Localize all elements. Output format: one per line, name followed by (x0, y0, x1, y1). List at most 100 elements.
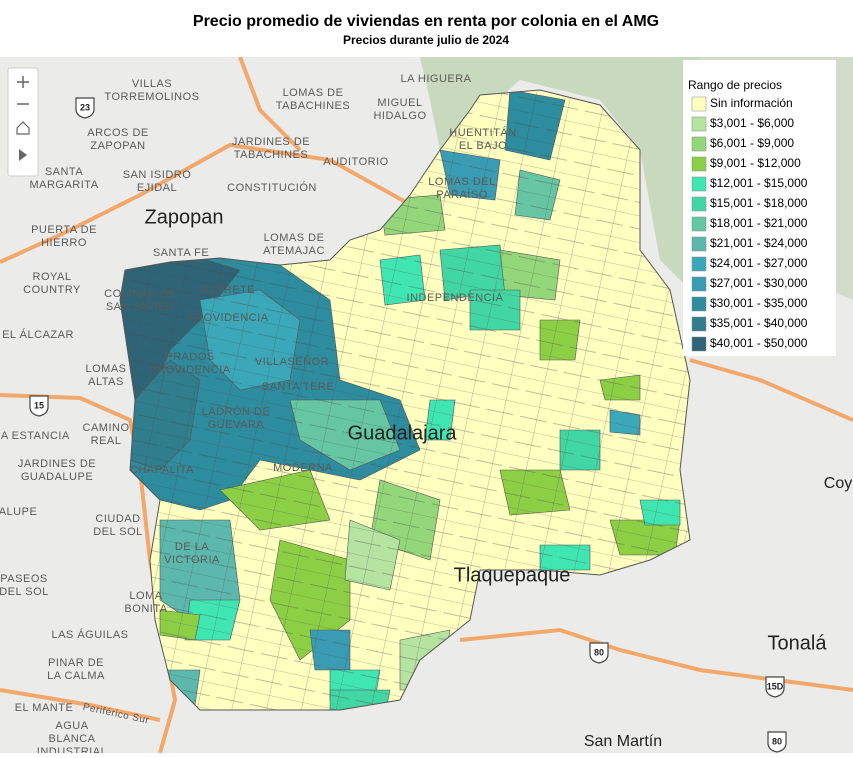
expand-button[interactable] (19, 149, 27, 161)
place-label: CONSTITUCIÓN (227, 181, 317, 194)
home-button[interactable] (16, 121, 30, 135)
city-label: Tlaquepaque (454, 564, 571, 586)
road-shield (767, 731, 787, 753)
legend-swatch (691, 316, 707, 332)
legend-box (683, 60, 836, 356)
place-label: LA HIGUERA (400, 73, 471, 85)
city-label: Tonalá (768, 632, 828, 654)
place-label: INDUSTRIAL (37, 746, 107, 753)
place-label: DE LA (175, 541, 209, 553)
place-label: PROVIDENCIA (149, 364, 230, 376)
place-label: VILLASEÑOR (255, 355, 329, 368)
place-label: MARGARITA (29, 179, 98, 191)
place-label: LOMAS DEL (428, 176, 495, 188)
road-shield (29, 395, 49, 417)
legend-swatch (691, 196, 707, 212)
place-label: EL BAJO (459, 140, 507, 152)
road-shield (589, 642, 609, 664)
place-label: GUADALUPE (21, 471, 93, 483)
legend-swatch (691, 336, 707, 352)
place-label: REAL (91, 435, 122, 447)
legend-swatch (691, 156, 707, 172)
roads (0, 57, 853, 753)
legend-label: $24,001 - $27,000 (710, 256, 808, 270)
place-label: SANTA TERE (262, 381, 334, 393)
legend-swatch (691, 256, 707, 272)
legend-swatch (691, 236, 707, 252)
place-label: HUENTITÁN (449, 126, 516, 139)
place-label: ALUPE (0, 506, 37, 518)
legend-label: $3,001 - $6,000 (710, 116, 794, 130)
zoom-controls[interactable] (7, 67, 39, 177)
place-label: CAMINO (83, 422, 130, 434)
place-label: HIDALGO (373, 110, 426, 122)
place-label: SANTA FE (153, 247, 209, 259)
place-label: DEL SOL (93, 526, 143, 538)
place-label: ZAPOPAN (90, 140, 145, 152)
place-label: MODERNA (273, 462, 333, 474)
place-label: ROYAL (33, 271, 72, 283)
place-label: LOMAS DE (283, 87, 344, 99)
place-label: VILLAS (132, 78, 172, 90)
legend-swatch (691, 176, 707, 192)
legend-label: $15,001 - $18,000 (710, 196, 808, 210)
place-label: BONITA (124, 603, 167, 615)
legend-label: $35,001 - $40,000 (710, 316, 808, 330)
zoom-in[interactable] (17, 76, 29, 88)
place-label: PARAÍSO (436, 188, 488, 201)
subtitle: Precios durante julio de 2024 (343, 33, 509, 47)
place-label: PUERTA DE (31, 224, 97, 236)
place-label: TABACHINES (234, 149, 308, 161)
place-label: ALTAS (88, 376, 124, 388)
legend-label: $27,001 - $30,000 (710, 276, 808, 290)
place-label: CHAPALITA (130, 464, 194, 476)
place-label: PASEOS (0, 573, 47, 585)
place-label: LOMAS DE (264, 232, 325, 244)
legend-swatch (691, 136, 707, 152)
place-label: TABACHINES (276, 100, 350, 112)
legend-title: Rango de precios (688, 78, 782, 92)
legend-swatch (691, 96, 707, 112)
place-label: TORREMOLINOS (104, 91, 199, 103)
place-label: LA ESTANCIA (0, 430, 70, 442)
place-label: INDEPENDENCIA (407, 292, 504, 304)
city-label: Coy (824, 475, 852, 492)
place-label: COLINAS DE (104, 288, 176, 300)
city-label: San Martín (584, 733, 662, 750)
road-number: 15D (767, 681, 784, 691)
city-label: Zapopan (145, 206, 224, 228)
place-label: VICTORIA (164, 554, 220, 566)
road-shield (765, 676, 785, 698)
place-label: LOMA (129, 590, 162, 602)
place-label: GUEVARA (208, 419, 265, 431)
place-label: SANTA (45, 166, 84, 178)
place-label: MIGUEL (377, 97, 422, 109)
place-label: JARDINES DE (18, 458, 96, 470)
place-label: AGUA (55, 720, 88, 732)
place-label: PROVIDENCIA (187, 312, 268, 324)
road-number: 80 (772, 736, 782, 746)
place-label: ARCOS DE (87, 127, 148, 139)
legend-label: $40,001 - $50,000 (710, 336, 808, 350)
legend-label: $21,001 - $24,000 (710, 236, 808, 250)
place-label: LAS ÁGUILAS (51, 628, 128, 641)
city-label: Guadalajara (348, 422, 458, 444)
colonia-borders (119, 89, 691, 711)
road-shield (75, 97, 95, 119)
legend-label: $12,001 - $15,000 (710, 176, 808, 190)
place-label: JARDINES DE (232, 136, 310, 148)
place-label: PRADOS (165, 351, 214, 363)
legend-label: $30,001 - $35,000 (710, 296, 808, 310)
place-label: EL ÁLCAZAR (2, 328, 74, 341)
legend-label: $6,001 - $9,000 (710, 136, 794, 150)
place-label: HIERRO (41, 237, 87, 249)
road-number: 80 (594, 647, 604, 657)
place-label: PINAR DE (48, 657, 104, 669)
place-label: SAN ISIDRO (123, 169, 192, 181)
title: Precio promedio de viviendas en renta po… (193, 13, 659, 30)
legend: Rango de precios Sin información $3,001 -… (683, 60, 836, 356)
legend-swatch (691, 116, 707, 132)
place-label: BLANCA (48, 733, 95, 745)
